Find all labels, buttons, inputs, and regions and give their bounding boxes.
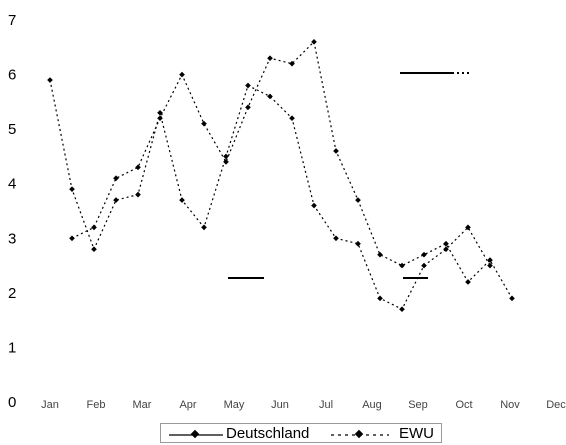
legend: Deutschland EWU (160, 423, 442, 443)
data-point-ewu (113, 175, 119, 182)
data-point-ewu (509, 295, 515, 302)
series-lines (47, 39, 515, 313)
data-point-ewu (179, 71, 185, 78)
x-tick-label: Apr (179, 399, 196, 411)
data-point-ewu (69, 235, 75, 242)
x-tick-label: Dec (546, 399, 566, 411)
data-point-ewu (355, 197, 361, 203)
y-tick-label: 5 (8, 121, 16, 138)
data-point-deutschland (91, 246, 97, 253)
data-point-ewu (421, 251, 427, 258)
data-point-deutschland (399, 306, 405, 313)
y-tick-label: 7 (8, 12, 16, 29)
x-tick-label: Jan (41, 399, 59, 411)
data-point-ewu (201, 120, 207, 127)
data-point-deutschland (465, 224, 471, 231)
y-tick-label: 0 (8, 394, 16, 411)
legend-label-deutschland: Deutschland (226, 425, 310, 442)
data-point-deutschland (421, 262, 427, 269)
data-point-deutschland (223, 153, 229, 160)
data-point-ewu (245, 104, 251, 111)
data-point-deutschland (135, 191, 141, 198)
data-point-ewu (399, 262, 405, 269)
data-point-deutschland (113, 197, 119, 203)
data-point-deutschland (289, 115, 295, 122)
data-point-deutschland (311, 202, 317, 209)
x-tick-label: Sep (408, 399, 428, 411)
data-point-deutschland (443, 246, 449, 253)
data-point-ewu (157, 115, 163, 122)
x-axis-ticks: Jan Feb Mar Apr May Jun Jul Aug Sep Oct Nov Dec (41, 399, 566, 411)
y-tick-label: 2 (8, 285, 16, 302)
y-tick-label: 1 (8, 339, 16, 356)
x-tick-label: Aug (362, 399, 382, 411)
data-point-deutschland (267, 93, 273, 100)
data-point-ewu (223, 159, 229, 165)
data-point-deutschland (47, 77, 53, 83)
data-point-deutschland (245, 82, 251, 89)
data-point-ewu (487, 257, 493, 263)
data-point-deutschland (487, 262, 493, 269)
data-point-ewu (135, 164, 141, 171)
series-line-ewu (71, 40, 513, 299)
x-tick-label: Oct (455, 399, 472, 411)
x-tick-label: Jul (319, 399, 333, 411)
data-point-ewu (333, 148, 339, 154)
data-point-ewu (465, 279, 471, 285)
data-point-ewu (377, 251, 383, 258)
legend-marker-ewu (354, 429, 364, 439)
data-point-ewu (443, 240, 449, 247)
data-point-deutschland (201, 224, 207, 231)
data-point-deutschland (355, 240, 361, 247)
x-tick-label: May (224, 399, 245, 411)
y-tick-label: 3 (8, 230, 16, 247)
y-tick-label: 4 (8, 176, 16, 193)
data-point-ewu (311, 39, 317, 45)
legend-swatches (169, 429, 389, 439)
x-tick-label: Nov (500, 399, 520, 411)
x-tick-label: Jun (271, 399, 289, 411)
x-tick-label: Mar (133, 399, 152, 411)
data-point-ewu (91, 224, 97, 231)
y-tick-label: 6 (8, 67, 16, 84)
x-tick-label: Feb (87, 399, 106, 411)
data-point-deutschland (333, 235, 339, 242)
legend-label-ewu: EWU (399, 425, 434, 442)
data-point-deutschland (179, 197, 185, 203)
data-point-deutschland (377, 295, 383, 302)
legend-marker-deutschland (190, 429, 200, 439)
series-line-deutschland (49, 79, 491, 311)
data-point-deutschland (69, 186, 75, 192)
y-axis-ticks: 0 1 2 3 4 5 6 7 (8, 12, 16, 411)
data-point-ewu (267, 55, 273, 62)
